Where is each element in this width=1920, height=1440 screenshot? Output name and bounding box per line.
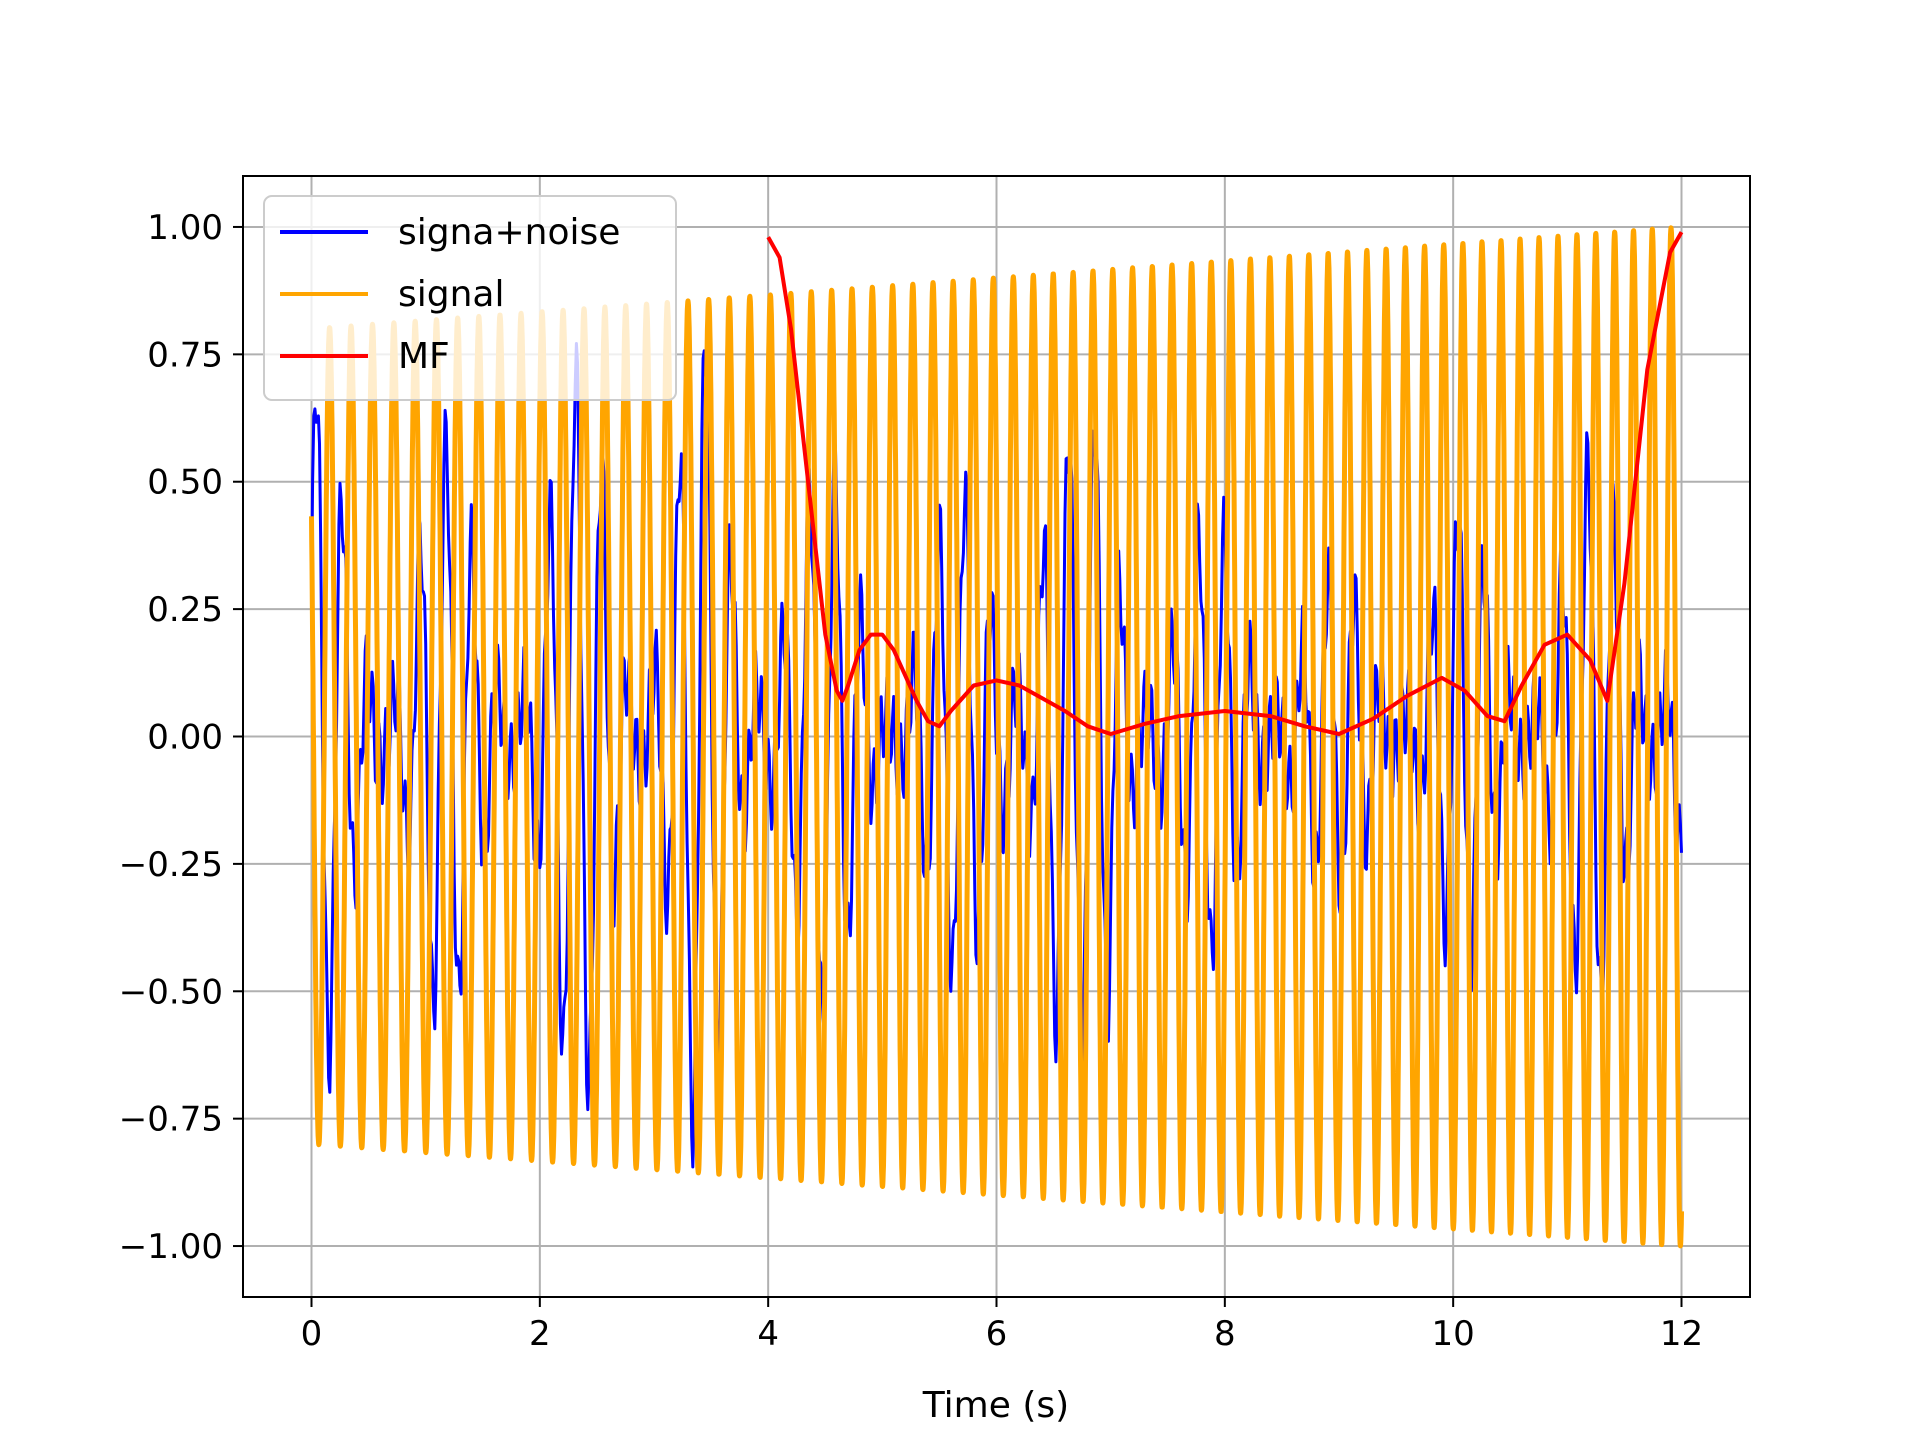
- legend-label: signa+noise: [398, 212, 620, 253]
- x-tick-label: 4: [757, 1314, 779, 1354]
- legend-label: signal: [398, 274, 505, 315]
- y-tick-label: 1.00: [147, 208, 223, 248]
- x-tick-label: 2: [529, 1314, 551, 1354]
- y-tick-label: −0.75: [119, 1100, 223, 1140]
- legend: signa+noise signal MF: [263, 195, 677, 401]
- x-tick-label: 12: [1660, 1314, 1703, 1354]
- series-signal-line: [309, 225, 1684, 1249]
- y-tick-label: 0.25: [147, 590, 223, 630]
- legend-label: MF: [398, 336, 450, 377]
- series-mf-line: [766, 231, 1684, 736]
- axis-ticks: 0 2 4 6 8 10 12 1.00 0.75 0.50 0.25 0.00 −0.25 −0.50 −…: [119, 208, 1703, 1354]
- legend-box: [263, 195, 677, 401]
- x-tick-label: 8: [1214, 1314, 1236, 1354]
- x-axis-label: Time (s): [922, 1385, 1069, 1426]
- y-tick-label: −1.00: [119, 1227, 223, 1267]
- x-tick-label: 10: [1432, 1314, 1475, 1354]
- y-tick-label: 0.00: [147, 718, 223, 758]
- series-layer: [309, 225, 1684, 1249]
- y-tick-label: −0.50: [119, 972, 223, 1012]
- y-tick-label: 0.75: [147, 335, 223, 375]
- x-tick-label: 6: [986, 1314, 1008, 1354]
- y-tick-label: −0.25: [119, 845, 223, 885]
- x-tick-label: 0: [301, 1314, 323, 1354]
- y-tick-label: 0.50: [147, 463, 223, 503]
